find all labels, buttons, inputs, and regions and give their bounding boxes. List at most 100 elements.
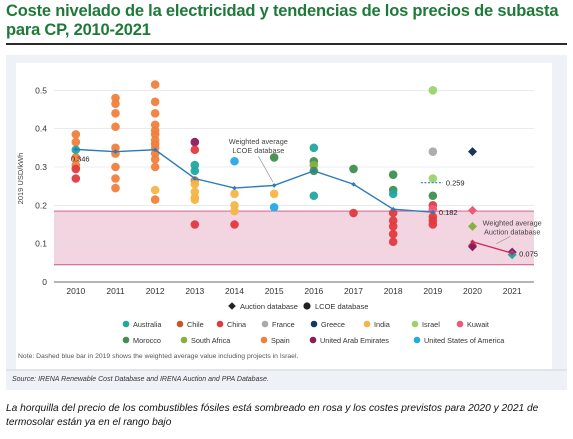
annotation-lcoe-line1: Weighted average [229, 137, 288, 146]
data-point [150, 80, 160, 89]
data-label: 0.346 [71, 154, 90, 163]
data-point [388, 237, 398, 247]
data-point [230, 220, 239, 229]
y-tick-label: 0.1 [35, 239, 47, 249]
data-point [190, 137, 200, 147]
trend-marker [232, 185, 237, 191]
annotation-lcoe-line2: LCOE database [232, 146, 284, 155]
legend-swatch [413, 336, 421, 344]
data-point [388, 222, 398, 231]
legend-label: Spain [271, 336, 290, 345]
data-point [190, 145, 200, 155]
legend-swatch [411, 320, 419, 328]
auction-trend-marker [470, 239, 475, 245]
y-tick-label: 0.4 [35, 124, 47, 134]
trend-marker [390, 206, 396, 212]
legend-swatch [260, 336, 268, 344]
legend-swatch [261, 320, 269, 328]
data-point [309, 191, 319, 201]
data-point [111, 109, 120, 118]
data-point [388, 189, 398, 199]
data-point [388, 229, 398, 239]
data-point [428, 191, 438, 201]
legend-label: Australia [133, 320, 162, 329]
data-point [190, 166, 200, 176]
x-tick-label: 2010 [66, 286, 85, 296]
title-rule [6, 43, 567, 45]
legend-label: Auction database [240, 302, 298, 311]
x-tick-label: 2016 [304, 286, 323, 296]
data-point [428, 204, 438, 214]
auction-point [468, 147, 478, 157]
x-tick-label: 2015 [265, 286, 284, 296]
data-point [349, 164, 358, 174]
trend-marker [73, 147, 79, 152]
legend-lcoe-circle [303, 302, 311, 310]
data-point [428, 220, 438, 229]
legend-label: China [227, 320, 247, 329]
trend-marker [271, 183, 277, 188]
annotation-auction-line1: Weighted average [483, 218, 542, 227]
legend-swatch [310, 320, 318, 328]
fossil-fuel-range-band [54, 211, 534, 265]
data-point [71, 164, 81, 174]
data-point [269, 202, 279, 212]
x-tick-label: 2017 [344, 286, 363, 296]
legend-swatch [176, 320, 184, 328]
page-title: Coste nivelado de la electricidad y tend… [6, 2, 559, 39]
data-point [71, 130, 81, 139]
legend-label: LCOE database [315, 302, 368, 311]
y-tick-label: 0.3 [35, 162, 47, 172]
legend-label: United Arab Emirates [320, 336, 389, 345]
data-point [150, 97, 160, 107]
chart-source: Source: IRENA Renewable Cost Database an… [12, 376, 269, 383]
legend-label: India [374, 320, 391, 329]
data-label: 0.075 [519, 249, 538, 258]
data-point [388, 170, 398, 179]
x-tick-label: 2020 [463, 286, 482, 296]
auction-point [468, 242, 478, 252]
x-tick-label: 2011 [106, 286, 125, 296]
legend-label: France [272, 320, 295, 329]
legend-auction-diamond [228, 302, 236, 310]
legend-swatch [363, 320, 371, 328]
data-point [190, 220, 200, 229]
legend-label: Morocco [133, 336, 161, 345]
legend-label: Greece [321, 320, 345, 329]
data-point [230, 189, 239, 199]
data-point [150, 185, 160, 195]
y-tick-label: 0.2 [35, 200, 47, 210]
data-point [388, 208, 398, 218]
data-point [269, 153, 279, 162]
data-label: 0.182 [439, 208, 458, 217]
auction-trend-marker [509, 250, 515, 256]
trend-marker [351, 181, 356, 187]
data-point [150, 109, 160, 118]
x-tick-label: 2021 [503, 286, 522, 296]
data-point [269, 189, 279, 199]
data-point [111, 99, 120, 109]
data-point [111, 183, 120, 193]
data-point [150, 162, 160, 172]
data-point [111, 122, 120, 132]
data-point [230, 156, 239, 166]
auction-point [468, 205, 478, 215]
data-point [349, 208, 358, 218]
data-point [190, 195, 200, 204]
legend-swatch [309, 336, 317, 344]
data-point [309, 143, 319, 153]
legend-label: South Africa [191, 336, 231, 345]
data-point [428, 174, 438, 183]
y-tick-label: 0 [42, 277, 47, 287]
trend-line-lcoe [75, 148, 433, 213]
data-point [428, 86, 438, 95]
data-point [428, 147, 438, 156]
data-point [71, 137, 81, 147]
x-tick-label: 2012 [146, 286, 165, 296]
trend-marker [192, 176, 198, 181]
data-point [71, 174, 81, 183]
legend-label: Kuwait [467, 320, 489, 329]
legend-swatch [122, 336, 130, 344]
x-tick-label: 2019 [423, 286, 442, 296]
